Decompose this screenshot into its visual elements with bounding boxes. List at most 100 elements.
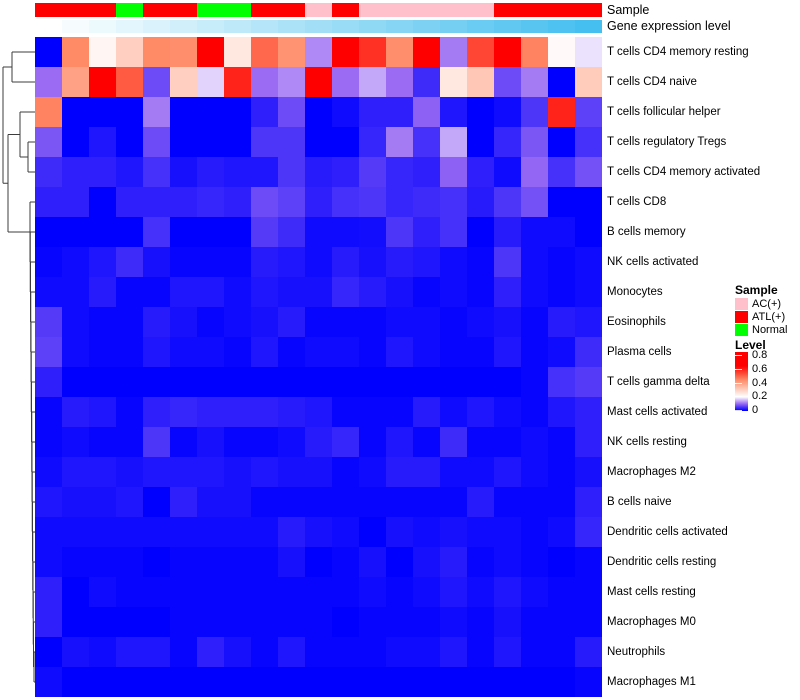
heatmap-cell — [575, 187, 602, 217]
expression-annotation-cell — [89, 20, 116, 33]
heatmap-cell — [224, 277, 251, 307]
heatmap-cell — [386, 397, 413, 427]
heatmap-cell — [35, 97, 62, 127]
heatmap-cell — [224, 487, 251, 517]
heatmap-cell — [170, 187, 197, 217]
heatmap-cell — [494, 667, 521, 697]
heatmap-cell — [116, 427, 143, 457]
heatmap-cell — [467, 487, 494, 517]
heatmap-cell — [62, 127, 89, 157]
heatmap-cell — [35, 577, 62, 607]
heatmap-cell — [305, 487, 332, 517]
heatmap-cell — [521, 307, 548, 337]
row-label: Dendritic cells activated — [607, 526, 728, 538]
heatmap-cell — [548, 337, 575, 367]
heatmap-cell — [494, 157, 521, 187]
row-label: Eosinophils — [607, 316, 666, 328]
expression-annotation-cell — [305, 20, 332, 33]
legend-gradient-slice — [735, 384, 748, 385]
legend-gradient-slice — [735, 378, 748, 379]
heatmap-cell — [413, 127, 440, 157]
expression-annotation-cell — [143, 20, 170, 33]
heatmap-cell — [332, 157, 359, 187]
heatmap-cell — [62, 277, 89, 307]
legend-tick-mark — [735, 355, 742, 357]
heatmap-cell — [494, 187, 521, 217]
heatmap-cell — [548, 247, 575, 277]
heatmap-cell — [440, 637, 467, 667]
heatmap-cell — [575, 667, 602, 697]
heatmap-cell — [251, 547, 278, 577]
heatmap-cell — [548, 217, 575, 247]
heatmap-cell — [170, 277, 197, 307]
sample-annotation-cell — [116, 3, 143, 17]
heatmap-cell — [89, 607, 116, 637]
heatmap-cell — [440, 247, 467, 277]
heatmap-cell — [467, 637, 494, 667]
legend-gradient-slice — [735, 365, 748, 366]
heatmap-cell — [143, 97, 170, 127]
heatmap-cell — [170, 367, 197, 397]
heatmap-cell — [89, 67, 116, 97]
heatmap-cell — [359, 217, 386, 247]
legend-gradient-slice — [735, 363, 748, 364]
heatmap-cell — [413, 637, 440, 667]
heatmap-cell — [548, 277, 575, 307]
expression-annotation-cell — [548, 20, 575, 33]
heatmap-cell — [548, 67, 575, 97]
heatmap-cell — [575, 337, 602, 367]
heatmap-cell — [413, 577, 440, 607]
heatmap-cell — [116, 577, 143, 607]
heatmap-cell — [116, 487, 143, 517]
heatmap-cell — [170, 157, 197, 187]
heatmap-cell — [35, 247, 62, 277]
heatmap-cell — [224, 427, 251, 457]
heatmap-cell — [35, 37, 62, 67]
heatmap-cell — [170, 427, 197, 457]
heatmap-cell — [251, 487, 278, 517]
heatmap-cell — [467, 577, 494, 607]
legend-gradient-slice — [735, 400, 748, 401]
heatmap-cell — [521, 37, 548, 67]
heatmap-cell — [197, 367, 224, 397]
heatmap-cell — [413, 457, 440, 487]
legend-gradient-slice — [735, 375, 748, 376]
legend-gradient-slice — [735, 368, 748, 369]
heatmap-cell — [62, 457, 89, 487]
heatmap-cell — [224, 547, 251, 577]
heatmap-cell — [197, 637, 224, 667]
heatmap-cell — [89, 307, 116, 337]
heatmap-cell — [521, 607, 548, 637]
legend-gradient-slice — [735, 358, 748, 359]
heatmap-cell — [305, 337, 332, 367]
heatmap-cell — [548, 667, 575, 697]
heatmap-cell — [62, 367, 89, 397]
heatmap-cell — [332, 337, 359, 367]
heatmap-cell — [386, 637, 413, 667]
heatmap-cell — [413, 247, 440, 277]
heatmap-cell — [467, 397, 494, 427]
row-label: Dendritic cells resting — [607, 556, 717, 568]
expression-annotation-cell — [224, 20, 251, 33]
heatmap-cell — [197, 457, 224, 487]
heatmap-cell — [332, 457, 359, 487]
heatmap-cell — [467, 127, 494, 157]
heatmap-cell — [170, 577, 197, 607]
heatmap-cell — [89, 517, 116, 547]
heatmap-cell — [521, 487, 548, 517]
legend-gradient-slice — [735, 382, 748, 383]
heatmap-cell — [170, 247, 197, 277]
heatmap-cell — [305, 367, 332, 397]
legend-sample-swatch — [735, 298, 748, 310]
row-label: T cells gamma delta — [607, 376, 710, 388]
heatmap-cell — [170, 607, 197, 637]
heatmap-cell — [413, 67, 440, 97]
heatmap-cell — [143, 487, 170, 517]
sample-annotation-cell — [548, 3, 575, 17]
heatmap-cell — [413, 337, 440, 367]
expression-annotation-cell — [467, 20, 494, 33]
heatmap-cell — [170, 397, 197, 427]
heatmap-cell — [305, 187, 332, 217]
sample-annotation-cell — [359, 3, 386, 17]
heatmap-cell — [548, 637, 575, 667]
